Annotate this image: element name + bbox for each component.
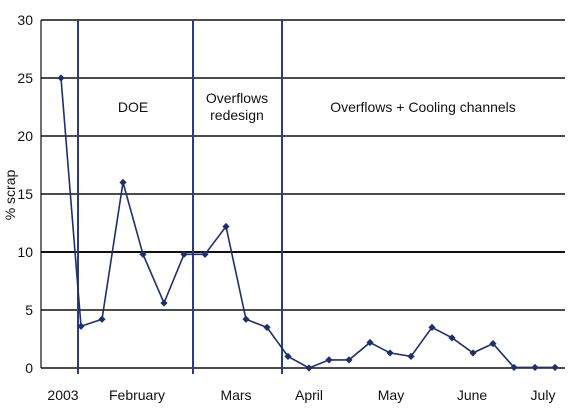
y-axis-label: % scrap [2, 170, 18, 221]
data-point [263, 323, 271, 331]
data-point [448, 334, 456, 342]
x-tick-label-mars: Mars [220, 387, 251, 403]
data-point [77, 322, 85, 330]
data-point [284, 352, 292, 360]
x-tick-label-july: July [531, 387, 556, 403]
y-tick-label-10: 10 [17, 244, 33, 260]
phase-label-3: Overflows + Cooling channels [330, 99, 516, 115]
data-point [305, 364, 313, 372]
phase-label-line: Overflows [206, 90, 268, 106]
phase-label-line: Overflows + Cooling channels [330, 99, 516, 115]
data-point [386, 349, 394, 357]
y-tick-label-20: 20 [17, 128, 33, 144]
y-tick-label-30: 30 [17, 12, 33, 28]
y-tick-label-5: 5 [25, 302, 33, 318]
x-tick-label-april: April [295, 387, 323, 403]
series-line [60, 77, 555, 369]
data-point [201, 250, 209, 258]
data-point [366, 338, 374, 347]
data-point [160, 299, 168, 307]
phase-label-line: DOE [118, 99, 148, 115]
phase-label-line: redesign [210, 107, 264, 123]
x-tick-label-may: May [378, 387, 404, 403]
y-tick-label-25: 25 [17, 70, 33, 86]
data-point [531, 363, 539, 372]
y-tick-label-0: 0 [25, 360, 33, 376]
data-point [139, 250, 147, 258]
y-tick-label-15: 15 [17, 186, 33, 202]
phase-label-2: Overflows redesign [206, 90, 268, 123]
data-point [180, 250, 188, 258]
phase-label-1: DOE [118, 99, 148, 115]
data-point [222, 222, 230, 231]
data-point [551, 363, 559, 372]
y-axis-ticks: 0 5 10 15 20 25 30 [17, 12, 33, 376]
phase-dividers: DOE Overflows redesign Overflows + Cooling … [77, 20, 516, 374]
data-point [57, 74, 65, 82]
data-point [345, 356, 353, 364]
x-tick-label-february: February [109, 387, 165, 403]
data-point [325, 356, 333, 364]
x-tick-label-june: June [457, 387, 488, 403]
x-tick-label-2003: 2003 [47, 387, 78, 403]
data-point [510, 363, 518, 372]
data-point [469, 349, 477, 357]
data-point [407, 352, 415, 360]
data-point [119, 178, 127, 186]
grid-lines [40, 19, 565, 369]
data-point [98, 315, 106, 323]
data-point [242, 315, 250, 323]
data-point [428, 323, 436, 331]
data-series [57, 74, 559, 372]
data-point [489, 340, 497, 348]
x-axis-ticks: 2003 February Mars April May June July [47, 387, 555, 403]
